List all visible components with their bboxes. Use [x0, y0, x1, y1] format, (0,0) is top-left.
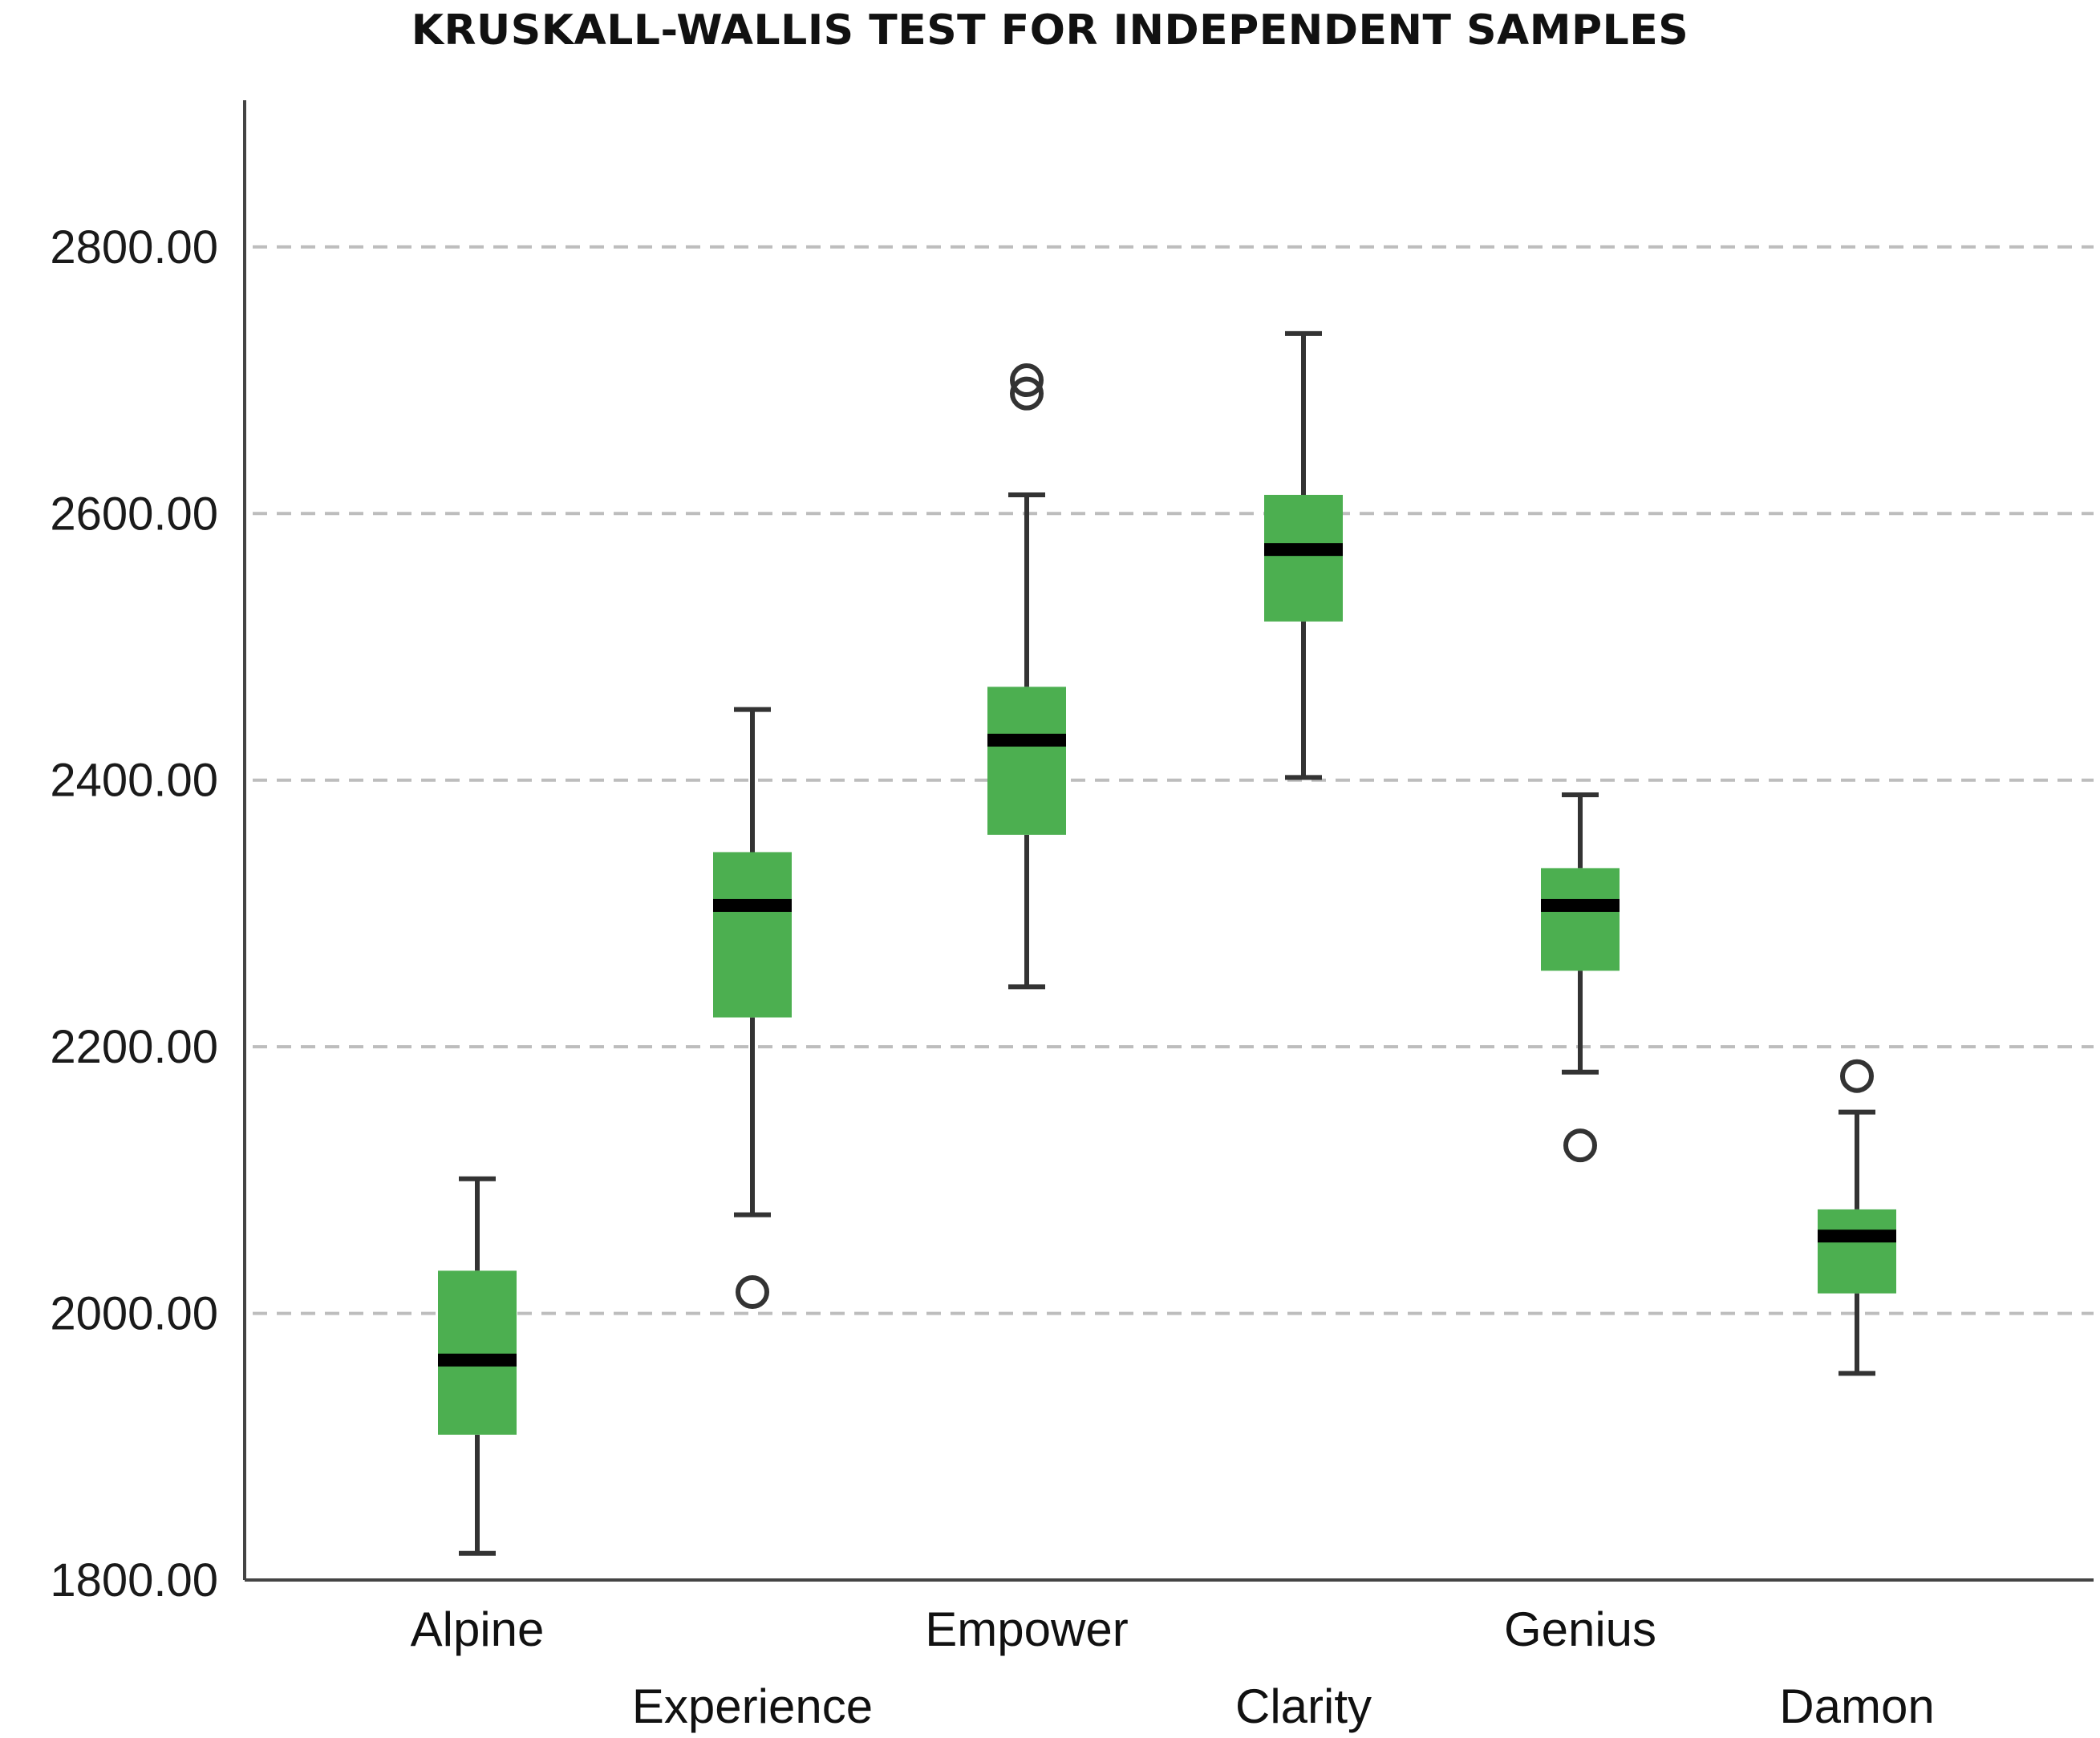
x-category-label-genius: Genius — [1504, 1602, 1656, 1656]
grid-layer — [253, 245, 2094, 1315]
box-experience — [713, 852, 792, 1018]
median-alpine — [438, 1353, 517, 1367]
y-tick-label: 2800.00 — [50, 221, 218, 273]
outlier-damon — [1840, 1059, 1874, 1093]
box-empower — [987, 687, 1066, 835]
outlier-genius — [1563, 1128, 1597, 1163]
median-experience — [713, 898, 792, 912]
median-genius — [1541, 898, 1620, 912]
x-category-label-clarity: Clarity — [1235, 1679, 1372, 1733]
axis-layer — [243, 100, 2094, 1582]
x-category-label-experience: Experience — [632, 1679, 873, 1733]
median-damon — [1818, 1230, 1896, 1243]
x-category-label-empower: Empower — [925, 1602, 1128, 1656]
median-clarity — [1264, 543, 1343, 557]
label-layer: 1800.00 2000.00 2200.00 2400.00 2600.00 2800.… — [50, 221, 1934, 1733]
y-tick-label: 2400.00 — [50, 755, 218, 807]
box-layer — [438, 330, 1896, 1556]
x-category-label-damon: Damon — [1779, 1679, 1934, 1733]
y-tick-label: 2200.00 — [50, 1021, 218, 1073]
box-genius — [1541, 868, 1620, 971]
chart-title: KRUSKALL-WALLIS TEST FOR INDEPENDENT SAM… — [411, 6, 1689, 55]
median-empower — [987, 733, 1066, 747]
outlier-empower — [1010, 376, 1044, 411]
outlier-empower — [1010, 363, 1044, 398]
box-damon — [1818, 1209, 1896, 1294]
outlier-experience — [736, 1274, 769, 1309]
x-category-label-alpine: Alpine — [411, 1602, 545, 1656]
y-tick-label: 1800.00 — [50, 1554, 218, 1606]
box-clarity — [1264, 495, 1343, 622]
y-tick-label: 2600.00 — [50, 488, 218, 540]
y-tick-label: 2000.00 — [50, 1288, 218, 1340]
box-alpine — [438, 1270, 517, 1435]
